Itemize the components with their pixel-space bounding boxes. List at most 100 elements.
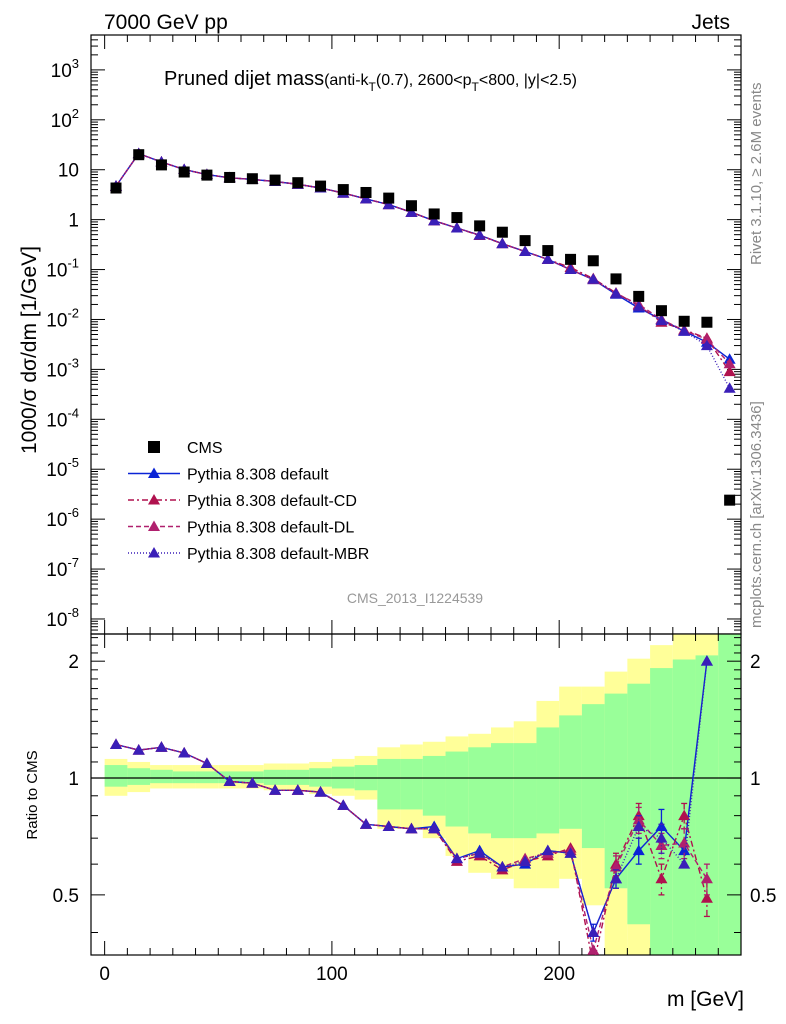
ratio-point-mbr bbox=[700, 655, 713, 666]
ratio-point-mbr bbox=[155, 741, 168, 752]
ratio-panel: 0 100 200 0.5 0.5 1 1 2 2 bbox=[53, 35, 776, 985]
band-green-bin bbox=[491, 743, 514, 839]
ratio-bands bbox=[104, 634, 741, 955]
y-tick-label: 10-7 bbox=[46, 555, 79, 581]
series-line-dl bbox=[115, 152, 731, 365]
point-dl bbox=[723, 357, 736, 369]
point-data bbox=[133, 149, 145, 161]
point-mbr bbox=[632, 300, 645, 312]
point-mbr bbox=[405, 206, 418, 217]
point-mbr bbox=[610, 287, 622, 299]
y-tick-label: 10-4 bbox=[46, 405, 79, 431]
band-green-bin bbox=[286, 769, 310, 785]
point-data bbox=[383, 192, 395, 204]
ratio-point-mbr bbox=[610, 872, 622, 884]
point-data bbox=[474, 220, 486, 232]
band-green-bin bbox=[604, 693, 628, 889]
ratio-y-tick-label: 0.5 bbox=[750, 886, 776, 907]
main-frame bbox=[90, 34, 742, 635]
y-tick-label: 10-6 bbox=[46, 505, 79, 531]
point-dl bbox=[700, 333, 713, 344]
point-mbr bbox=[678, 325, 691, 336]
ratio-point-mbr bbox=[587, 926, 600, 937]
legend-marker-data bbox=[148, 441, 160, 453]
point-mbr bbox=[496, 237, 509, 249]
ratio-point-mbr bbox=[246, 777, 259, 788]
ratio-point-default bbox=[655, 820, 668, 832]
y-tick-label: 10-3 bbox=[46, 355, 79, 381]
point-data bbox=[269, 174, 281, 186]
ratio-y-tick-label: 1 bbox=[750, 769, 761, 790]
band-green-bin bbox=[127, 768, 151, 785]
point-data bbox=[678, 315, 690, 327]
ratio-y-tick-label: 2 bbox=[750, 652, 761, 673]
ratio-series bbox=[110, 655, 713, 970]
x-ticks: 0 100 200 bbox=[99, 35, 742, 985]
ratio-point-dl bbox=[587, 944, 600, 955]
ratio-point-mbr bbox=[382, 820, 395, 832]
point-data bbox=[542, 245, 554, 257]
main-y-labels: 10-8 10-7 10-6 10-5 10-4 10-3 10-2 10-1 1 10 102 10… bbox=[46, 56, 79, 631]
point-data bbox=[315, 180, 327, 192]
point-data bbox=[519, 235, 531, 247]
point-data bbox=[610, 273, 622, 285]
ratio-y-tick-label: 0.5 bbox=[53, 886, 79, 907]
main-y-ticks bbox=[91, 34, 741, 635]
ratio-point-cd bbox=[655, 872, 668, 884]
band-green-bin bbox=[695, 655, 719, 955]
band-green-bin bbox=[445, 751, 469, 827]
main-panel: 10-8 10-7 10-6 10-5 10-4 10-3 10-2 10-1 1 10 102 10… bbox=[46, 34, 742, 635]
point-data bbox=[496, 226, 508, 238]
point-data bbox=[292, 177, 304, 189]
point-mbr bbox=[587, 273, 600, 284]
source-label: mcplots.cern.ch [arXiv:1306.3436] bbox=[748, 401, 765, 628]
ratio-point-mbr bbox=[564, 847, 577, 858]
band-green-bin bbox=[172, 771, 196, 784]
y-tick-label: 1 bbox=[68, 211, 79, 232]
ratio-point-mbr bbox=[200, 757, 213, 769]
point-data bbox=[360, 186, 372, 198]
legend-marker-dl bbox=[148, 520, 160, 531]
point-data bbox=[724, 494, 736, 506]
point-data bbox=[337, 184, 349, 196]
band-green-bin bbox=[422, 755, 446, 816]
point-mbr bbox=[473, 229, 486, 240]
ratio-line-dl bbox=[115, 743, 708, 951]
ratio-point-mbr bbox=[655, 832, 668, 843]
point-data bbox=[587, 255, 599, 267]
point-mbr bbox=[519, 245, 532, 257]
point-mbr bbox=[450, 222, 463, 233]
point-data bbox=[201, 169, 213, 181]
point-data bbox=[428, 208, 440, 220]
rivet-label: Rivet 3.1.10, ≥ 2.6M events bbox=[748, 83, 765, 266]
ratio-point-dl bbox=[655, 839, 668, 851]
point-mbr bbox=[541, 253, 554, 264]
main-series bbox=[110, 147, 736, 506]
point-mbr bbox=[700, 339, 713, 351]
band-green-bin bbox=[536, 727, 560, 834]
y-tick-label: 10 bbox=[58, 161, 79, 182]
band-green-bin bbox=[468, 747, 491, 834]
y-tick-label: 102 bbox=[51, 106, 79, 132]
ratio-point-mbr bbox=[519, 855, 532, 866]
xlabel: m [GeV] bbox=[667, 988, 744, 1011]
main-ylabel: 1000/σ dσ/dm [1/GeV] bbox=[18, 246, 41, 454]
band-green-bin bbox=[150, 769, 173, 784]
ratio-point-cd bbox=[587, 959, 599, 970]
legend-label-mbr: Pythia 8.308 default-MBR bbox=[187, 546, 369, 563]
ratio-point-mbr bbox=[223, 775, 236, 786]
band-green-bin bbox=[195, 771, 219, 784]
band-green-bin bbox=[513, 743, 537, 839]
band-green-bin bbox=[377, 758, 401, 810]
ratio-point-mbr bbox=[337, 799, 350, 810]
ratio-point-mbr bbox=[473, 847, 486, 858]
x-tick-label: 200 bbox=[543, 964, 575, 985]
series-line-mbr bbox=[115, 152, 731, 389]
band-green-bin bbox=[581, 704, 605, 849]
band-green-bin bbox=[263, 769, 287, 785]
ratio-y-tick-label: 1 bbox=[68, 769, 79, 790]
analysis-id: CMS_2013_I1224539 bbox=[347, 590, 483, 606]
legend-marker-cd bbox=[148, 494, 160, 505]
point-mbr bbox=[564, 263, 577, 275]
